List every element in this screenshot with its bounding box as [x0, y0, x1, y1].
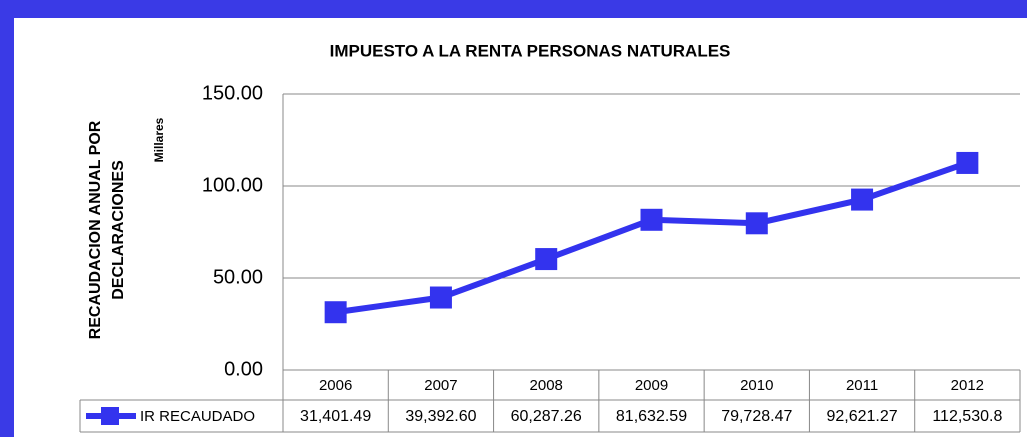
- y-axis-unit: Millares: [152, 117, 166, 162]
- y-axis-title: DECLARACIONES: [110, 160, 127, 300]
- data-table-value: 79,728.47: [721, 408, 792, 425]
- legend-marker: [101, 407, 119, 425]
- data-table-value: 81,632.59: [616, 408, 687, 425]
- legend-label: IR RECAUDADO: [140, 408, 255, 425]
- x-tick-label: 2012: [951, 377, 984, 394]
- marker: [851, 188, 874, 211]
- x-tick-label: 2008: [530, 377, 563, 394]
- y-axis-title: RECAUDACION ANUAL POR: [87, 120, 104, 339]
- y-tick-label: 50.00: [213, 266, 263, 288]
- x-tick-label: 2011: [846, 377, 878, 394]
- x-tick-label: 2006: [319, 377, 352, 394]
- x-tick-label: 2010: [740, 377, 773, 394]
- marker: [640, 208, 663, 231]
- data-table-value: 92,621.27: [826, 408, 897, 425]
- data-table-value: 112,530.8: [932, 408, 1002, 425]
- marker: [324, 301, 347, 324]
- marker: [535, 248, 558, 271]
- marker: [956, 151, 979, 174]
- data-table-value: 39,392.60: [405, 408, 476, 425]
- chart-area: [14, 18, 1027, 437]
- data-table-value: 60,287.26: [511, 408, 582, 425]
- y-tick-label: 150.00: [202, 82, 263, 104]
- marker: [745, 212, 768, 235]
- chart-title: IMPUESTO A LA RENTA PERSONAS NATURALES: [330, 41, 731, 60]
- marker: [429, 286, 452, 309]
- y-tick-label: 100.00: [202, 174, 263, 196]
- x-tick-label: 2007: [424, 377, 457, 394]
- x-tick-label: 2009: [635, 377, 668, 394]
- y-tick-label: 0.00: [224, 358, 263, 380]
- data-table-value: 31,401.49: [300, 408, 371, 425]
